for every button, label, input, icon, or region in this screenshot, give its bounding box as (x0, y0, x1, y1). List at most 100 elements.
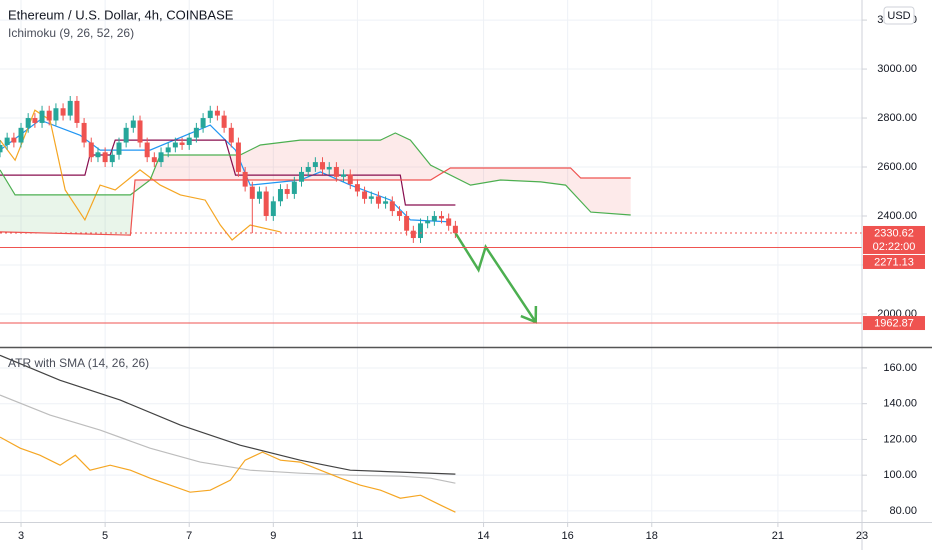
arrow (454, 232, 537, 323)
candle-body (452, 225, 458, 234)
candle-body (389, 201, 395, 212)
candle-body (298, 171, 304, 182)
x-tick-label: 7 (186, 530, 192, 542)
candle-body (431, 215, 437, 221)
x-tick-label: 11 (352, 530, 363, 542)
candle-body (172, 142, 178, 148)
candle-body (235, 142, 241, 172)
x-tick-label: 3 (18, 530, 24, 542)
y-tick-label: 3000.00 (877, 63, 917, 75)
price-badge (863, 316, 925, 331)
price-badge-label: 2330.62 (874, 227, 914, 239)
indicator-line (0, 394, 456, 484)
candle-body (151, 157, 157, 163)
candle-body (256, 191, 262, 199)
y-tick-label: 80.00 (889, 505, 917, 517)
candle-body (320, 162, 326, 170)
price-badge (863, 254, 925, 269)
candle-body (228, 127, 234, 143)
countdown-label: 02:22:00 (873, 241, 916, 253)
candle-body (291, 181, 297, 194)
candle-body (32, 118, 38, 123)
candle-body (144, 142, 150, 158)
candle-body (95, 152, 101, 158)
candle-body (221, 115, 227, 128)
candle-body (88, 142, 94, 158)
candle-body (362, 191, 368, 199)
cloud (0, 169, 135, 236)
y-tick-label: 120.00 (883, 433, 917, 445)
grid (0, 0, 863, 522)
candle-body (207, 110, 213, 119)
candle-body (396, 211, 402, 216)
candle-body (214, 110, 220, 116)
candle-body (354, 184, 360, 192)
price-axis-bg (862, 0, 932, 550)
candle-body (270, 201, 276, 216)
candle-body (446, 218, 452, 226)
indicator-line (0, 139, 456, 206)
candle-body (123, 127, 129, 143)
y-tick-label: 2800.00 (877, 112, 917, 124)
candle-body (410, 230, 416, 239)
x-tick-label: 18 (646, 530, 658, 542)
indicator-label: Ichimoku (9, 26, 52, 26) (8, 26, 134, 40)
candle-body (158, 152, 164, 163)
currency-badge[interactable] (883, 6, 915, 25)
candle-body (375, 196, 381, 204)
candle-body (109, 154, 115, 163)
candle-body (179, 142, 185, 145)
candle-body (0, 144, 3, 153)
y-tick-label: 2400.00 (877, 210, 917, 222)
x-tick-label: 5 (102, 530, 108, 542)
x-tick-label: 21 (772, 530, 784, 542)
indicator-line (0, 132, 631, 216)
candle-body (439, 215, 445, 219)
price-badge-label: 1962.87 (874, 317, 914, 329)
candle-body (81, 122, 87, 143)
candle-body (242, 171, 248, 187)
candle-body (368, 196, 374, 199)
candle-body (25, 118, 31, 128)
candle-body (102, 152, 108, 163)
price-badge-label: 2271.13 (874, 256, 914, 268)
candle-body (4, 137, 10, 145)
y-tick-label: 100.00 (883, 469, 917, 481)
candle-body (326, 167, 332, 170)
candle-body (18, 127, 24, 143)
candle-body (193, 127, 199, 138)
candle-body (347, 174, 353, 185)
y-tick-label: 140.00 (883, 398, 917, 410)
candle-body (425, 220, 431, 224)
candle-body (249, 186, 255, 199)
indicator-line (0, 354, 456, 475)
y-tick-label: 160.00 (883, 362, 917, 374)
candle-body (417, 223, 423, 239)
candle-body (341, 174, 347, 177)
x-tick-label: 16 (562, 530, 574, 542)
x-tick-label: 23 (856, 530, 868, 542)
candle-body (11, 137, 17, 143)
arrow-head (520, 306, 538, 324)
currency-label[interactable]: USD (887, 10, 910, 22)
indicator-line (0, 436, 456, 513)
candle-body (333, 167, 339, 177)
price-badge (863, 225, 925, 254)
candle-body (312, 162, 318, 168)
candle-body (284, 189, 290, 194)
candle-body (383, 201, 389, 204)
candle-body (263, 191, 269, 216)
y-tick-label: 2600.00 (877, 161, 917, 173)
candle-body (60, 108, 66, 116)
candle-body (200, 118, 206, 128)
indicator-label: ATR with SMA (14, 26, 26) (8, 356, 149, 370)
x-tick-label: 14 (477, 530, 489, 542)
chart-title: Ethereum / U.S. Dollar, 4h, COINBASE (8, 7, 234, 22)
candle-body (67, 100, 73, 116)
candle-body (39, 110, 45, 123)
x-tick-label: 9 (270, 530, 276, 542)
candle-body (277, 189, 283, 202)
